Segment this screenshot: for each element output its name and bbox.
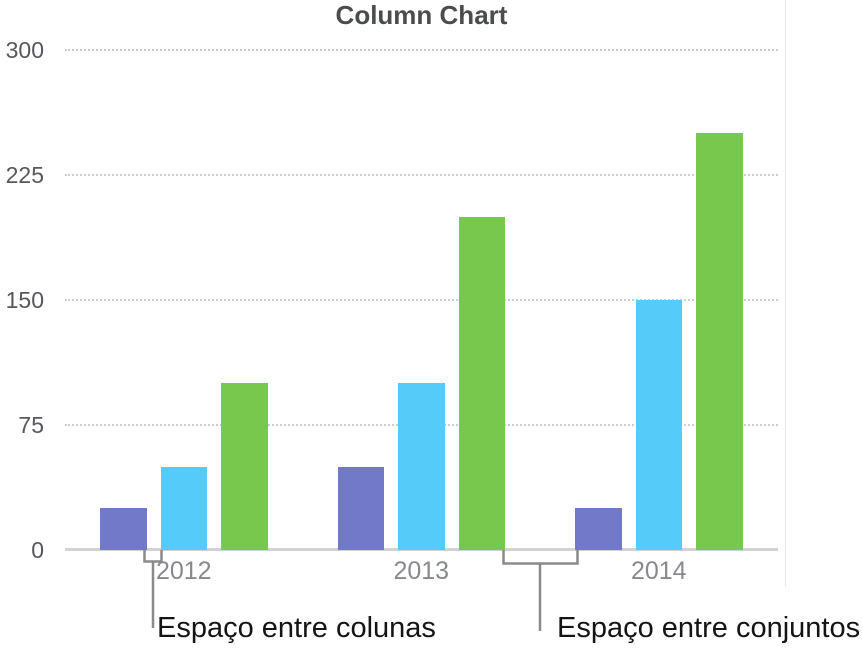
chart-edge-hairline: [785, 0, 786, 587]
y-axis-tick-label: 300: [5, 37, 44, 63]
y-axis-tick-label: 0: [31, 537, 44, 563]
x-axis-tick-label: 2012: [155, 557, 212, 585]
bar-2014-series1: [575, 508, 622, 550]
column-gap-bracket-icon: [143, 550, 163, 628]
x-axis-tick-label: 2014: [630, 557, 687, 585]
bar-2012-series2: [160, 466, 207, 550]
y-axis-tick-label: 75: [18, 412, 44, 438]
bar-2013-series2: [398, 383, 445, 550]
bar-2014-series3: [696, 133, 743, 550]
bar-2013-series3: [458, 216, 505, 550]
x-axis-tick-label: 2013: [393, 557, 450, 585]
gridline: [65, 174, 778, 176]
bar-2013-series1: [337, 466, 384, 550]
bar-2012-series3: [221, 383, 268, 550]
bar-2012-series1: [100, 508, 147, 550]
set-gap-bracket-icon: [502, 550, 579, 631]
gridline: [65, 299, 778, 301]
chart-title: Column Chart: [335, 0, 508, 30]
y-axis-tick-label: 150: [5, 287, 44, 313]
gridline: [65, 49, 778, 51]
bar-2014-series2: [635, 300, 682, 550]
set-gap-callout-label: Espaço entre conjuntos: [557, 612, 861, 644]
column-gap-callout-label: Espaço entre colunas: [157, 612, 436, 644]
y-axis-tick-label: 225: [5, 162, 44, 188]
